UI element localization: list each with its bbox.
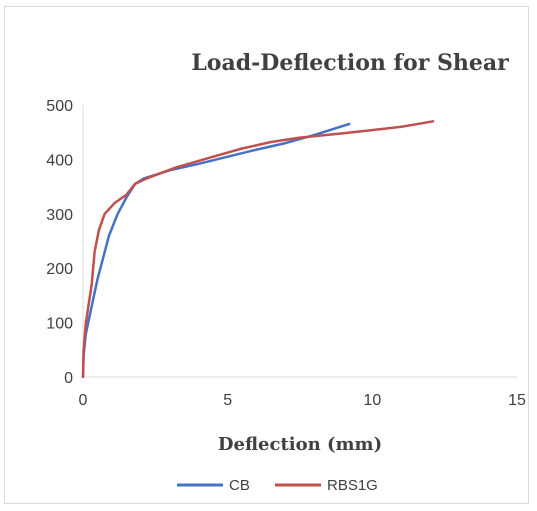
legend-label-cb: CB xyxy=(229,477,250,494)
y-tick-label: 200 xyxy=(46,261,73,278)
y-tick-label: 300 xyxy=(46,207,73,224)
load-deflection-chart: Load-Deflection for Shear 01002003004005… xyxy=(46,50,526,494)
x-axis-title: Deflection (mm) xyxy=(218,434,382,455)
x-tick-label: 0 xyxy=(79,392,88,409)
legend: CB RBS1G xyxy=(177,477,378,494)
x-tick-label: 5 xyxy=(223,392,232,409)
y-tick-label: 0 xyxy=(64,370,73,387)
legend-label-rbs1g: RBS1G xyxy=(327,477,378,494)
chart-title: Load-Deflection for Shear xyxy=(191,50,509,76)
series-line-rbs1g xyxy=(81,120,435,379)
y-tick-label: 400 xyxy=(46,152,73,169)
x-tick-label: 10 xyxy=(363,392,381,409)
x-tick-label: 15 xyxy=(508,392,526,409)
y-tick-label: 500 xyxy=(46,98,73,115)
chart-frame: Load-Deflection for Shear 0 100 200 300 400 5… xyxy=(4,6,529,504)
series-line-cb xyxy=(81,122,351,379)
y-tick-label: 100 xyxy=(46,316,73,333)
